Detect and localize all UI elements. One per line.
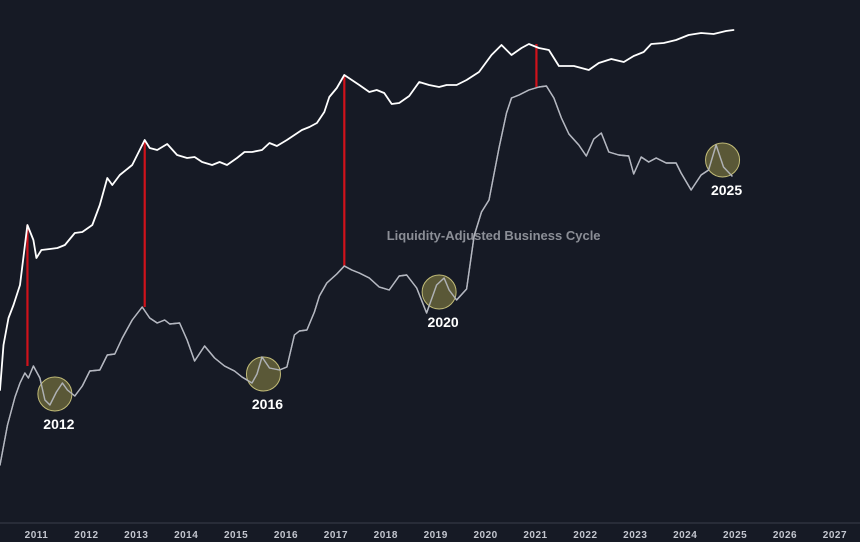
x-tick-label: 2016 — [274, 530, 298, 541]
x-tick-label: 2013 — [124, 530, 148, 541]
annotations: Liquidity-Adjusted Business Cycle — [387, 228, 601, 243]
x-tick-label: 2019 — [424, 530, 448, 541]
cycle-trough-label: 2012 — [43, 416, 74, 432]
series-label: Liquidity-Adjusted Business Cycle — [387, 228, 601, 243]
price-line — [0, 29, 735, 391]
x-tick-label: 2020 — [473, 530, 497, 541]
x-axis: 2011 2012 2013 2014 2015 2016 2017 2018 2019 2020… — [25, 530, 847, 541]
cycle-line-overlay — [0, 85, 733, 466]
cycle-trough-markers: 2012 2016 2020 2025 — [0, 85, 742, 466]
x-tick-label: 2017 — [324, 530, 348, 541]
x-tick-label: 2023 — [623, 530, 647, 541]
x-tick-label: 2027 — [823, 530, 847, 541]
x-tick-label: 2014 — [174, 530, 198, 541]
x-tick-label: 2018 — [374, 530, 398, 541]
x-tick-label: 2012 — [74, 530, 98, 541]
cycle-trough-label: 2025 — [711, 182, 742, 198]
x-tick-label: 2021 — [523, 530, 547, 541]
x-tick-label: 2011 — [25, 530, 49, 541]
x-tick-label: 2015 — [224, 530, 248, 541]
peak-markers — [26, 44, 538, 366]
cycle-trough-circle — [245, 356, 281, 392]
x-tick-label: 2025 — [723, 530, 747, 541]
x-tick-label: 2024 — [673, 530, 697, 541]
cycle-trough-circle — [705, 142, 741, 178]
cycle-trough-label: 2016 — [252, 396, 283, 412]
x-tick-label: 2022 — [573, 530, 597, 541]
cycle-trough-label: 2020 — [428, 314, 459, 330]
x-tick-label: 2026 — [773, 530, 797, 541]
